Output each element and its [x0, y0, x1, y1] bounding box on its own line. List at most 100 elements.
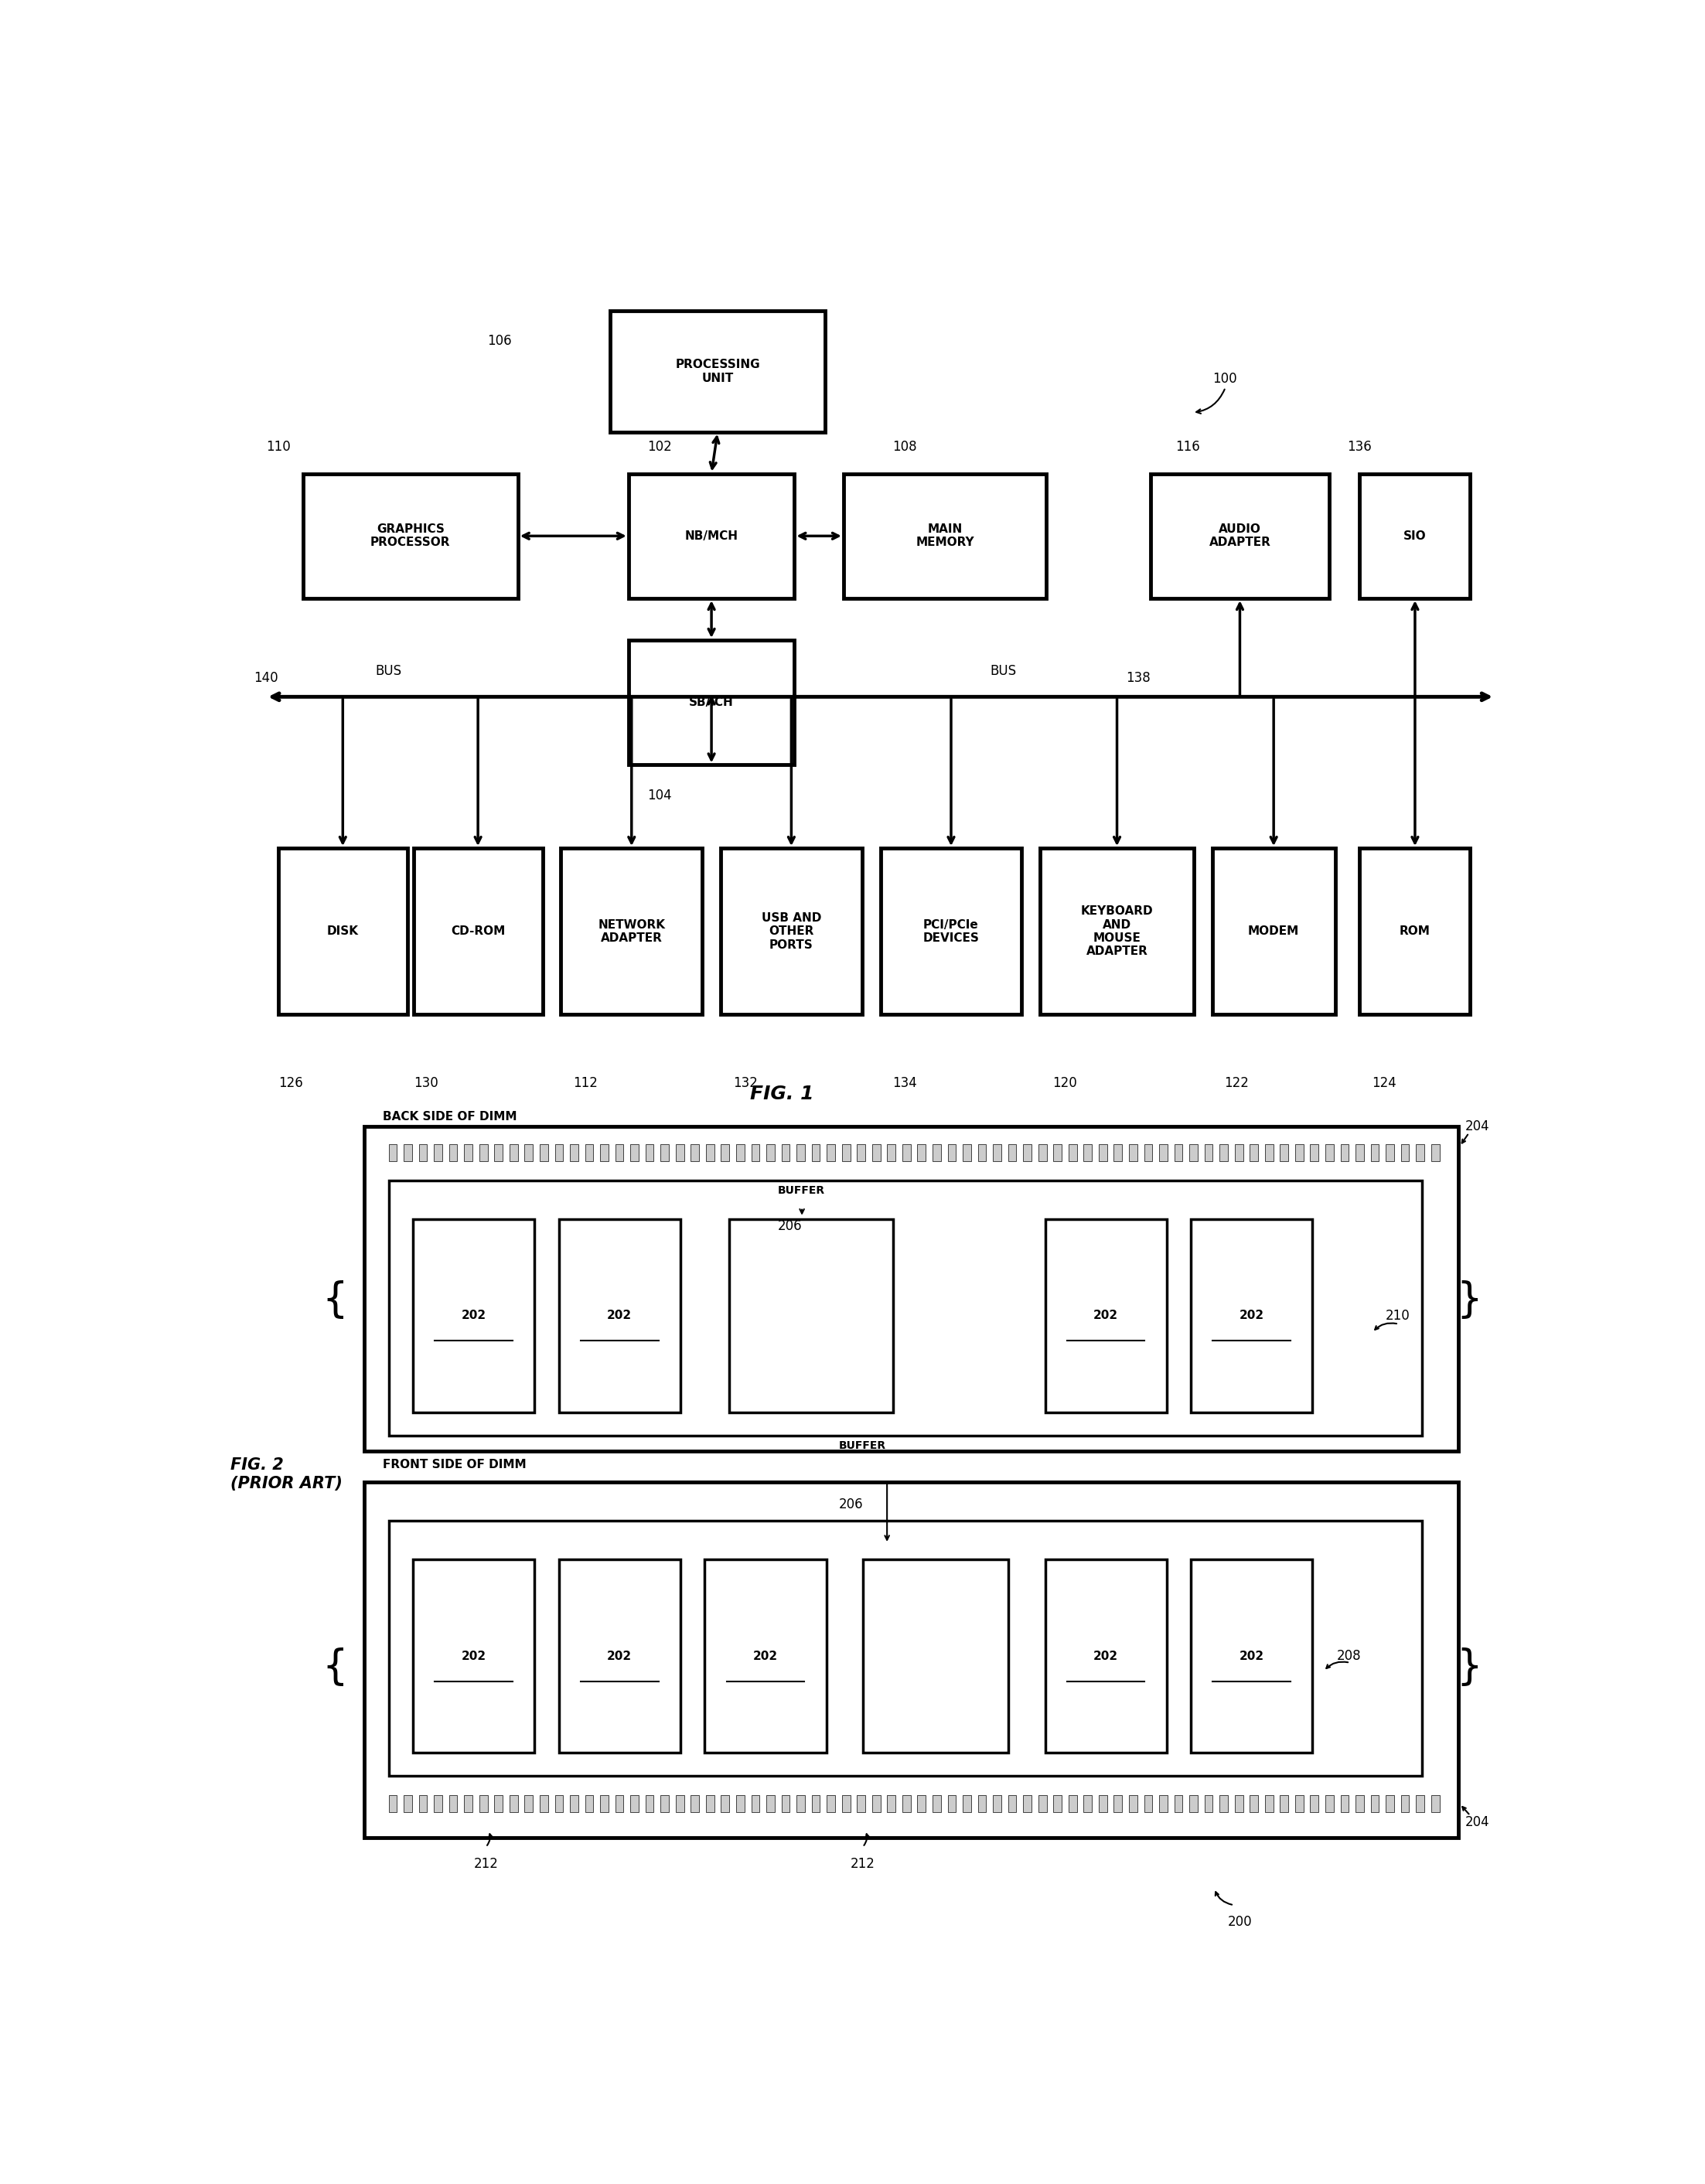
Bar — [479, 1144, 488, 1162]
Bar — [858, 1795, 866, 1813]
Bar — [646, 1144, 653, 1162]
Bar — [1309, 1144, 1318, 1162]
Bar — [494, 1144, 503, 1162]
Bar — [917, 1144, 926, 1162]
Text: 136: 136 — [1347, 441, 1373, 454]
Bar — [1280, 1795, 1289, 1813]
Bar — [812, 1795, 820, 1813]
Bar — [1069, 1795, 1078, 1813]
Bar — [1355, 1144, 1364, 1162]
Text: ROM: ROM — [1400, 926, 1430, 937]
Bar — [827, 1795, 835, 1813]
Text: 202: 202 — [462, 1310, 486, 1321]
Text: FRONT SIDE OF DIMM: FRONT SIDE OF DIMM — [382, 1459, 527, 1470]
FancyBboxPatch shape — [1045, 1559, 1166, 1754]
Text: 100: 100 — [1212, 371, 1236, 387]
FancyBboxPatch shape — [1190, 1559, 1313, 1754]
Text: 106: 106 — [488, 334, 512, 347]
Bar — [419, 1795, 428, 1813]
Bar — [404, 1144, 413, 1162]
Text: BACK SIDE OF DIMM: BACK SIDE OF DIMM — [382, 1112, 517, 1123]
Bar — [525, 1144, 534, 1162]
Text: MAIN
MEMORY: MAIN MEMORY — [916, 524, 974, 548]
FancyBboxPatch shape — [365, 1483, 1458, 1837]
FancyBboxPatch shape — [413, 1219, 534, 1413]
Bar — [948, 1144, 957, 1162]
Bar — [435, 1795, 442, 1813]
Bar — [660, 1144, 668, 1162]
Bar — [1159, 1795, 1168, 1813]
Bar — [1144, 1795, 1153, 1813]
FancyBboxPatch shape — [880, 847, 1021, 1016]
Bar — [1113, 1144, 1122, 1162]
Bar — [585, 1144, 593, 1162]
Bar — [871, 1795, 880, 1813]
FancyBboxPatch shape — [1045, 1219, 1166, 1413]
Text: 120: 120 — [1052, 1077, 1078, 1090]
Text: USB AND
OTHER
PORTS: USB AND OTHER PORTS — [762, 913, 822, 950]
Bar — [554, 1144, 563, 1162]
Text: NETWORK
ADAPTER: NETWORK ADAPTER — [598, 919, 665, 943]
Text: BUS: BUS — [991, 664, 1016, 677]
Bar — [600, 1144, 609, 1162]
Bar — [1113, 1795, 1122, 1813]
Text: 204: 204 — [1465, 1118, 1490, 1133]
Bar — [435, 1144, 442, 1162]
Bar — [781, 1795, 789, 1813]
Bar — [1250, 1144, 1258, 1162]
Text: BUFFER: BUFFER — [839, 1439, 885, 1450]
Bar — [1386, 1144, 1395, 1162]
Text: 126: 126 — [278, 1077, 303, 1090]
Bar — [992, 1144, 1001, 1162]
Bar — [1190, 1144, 1197, 1162]
Bar — [1054, 1795, 1062, 1813]
Bar — [1296, 1795, 1303, 1813]
FancyBboxPatch shape — [629, 640, 795, 764]
Bar — [585, 1795, 593, 1813]
Text: 140: 140 — [254, 670, 278, 686]
Bar — [1084, 1144, 1091, 1162]
Text: 204: 204 — [1465, 1815, 1490, 1830]
Bar — [827, 1144, 835, 1162]
Bar — [1190, 1795, 1197, 1813]
Bar — [1250, 1795, 1258, 1813]
FancyBboxPatch shape — [389, 1179, 1422, 1435]
FancyBboxPatch shape — [1212, 847, 1335, 1016]
Bar — [510, 1144, 518, 1162]
Bar — [933, 1795, 941, 1813]
Bar — [1340, 1144, 1349, 1162]
Bar — [479, 1795, 488, 1813]
Text: 108: 108 — [893, 441, 917, 454]
Text: 202: 202 — [462, 1651, 486, 1662]
Bar — [887, 1144, 895, 1162]
Bar — [1430, 1144, 1439, 1162]
FancyBboxPatch shape — [721, 847, 863, 1016]
Bar — [858, 1144, 866, 1162]
Bar — [1023, 1144, 1032, 1162]
Bar — [1129, 1144, 1137, 1162]
Bar — [948, 1795, 957, 1813]
FancyBboxPatch shape — [413, 1559, 534, 1754]
Bar — [660, 1795, 668, 1813]
Text: 202: 202 — [1093, 1310, 1118, 1321]
FancyBboxPatch shape — [863, 1559, 1009, 1754]
Text: 206: 206 — [777, 1219, 801, 1234]
FancyBboxPatch shape — [704, 1559, 827, 1754]
Text: 210: 210 — [1386, 1308, 1410, 1324]
FancyBboxPatch shape — [303, 474, 518, 598]
Bar — [494, 1795, 503, 1813]
Bar — [510, 1795, 518, 1813]
Text: {: { — [322, 1647, 348, 1688]
Bar — [766, 1144, 774, 1162]
FancyBboxPatch shape — [1359, 474, 1470, 598]
Bar — [721, 1795, 730, 1813]
Bar — [1265, 1144, 1274, 1162]
Bar — [1430, 1795, 1439, 1813]
FancyBboxPatch shape — [730, 1219, 893, 1413]
FancyBboxPatch shape — [1190, 1219, 1313, 1413]
Bar — [1008, 1144, 1016, 1162]
Bar — [963, 1144, 972, 1162]
Text: {: { — [322, 1280, 348, 1321]
Bar — [419, 1144, 428, 1162]
FancyBboxPatch shape — [629, 474, 795, 598]
